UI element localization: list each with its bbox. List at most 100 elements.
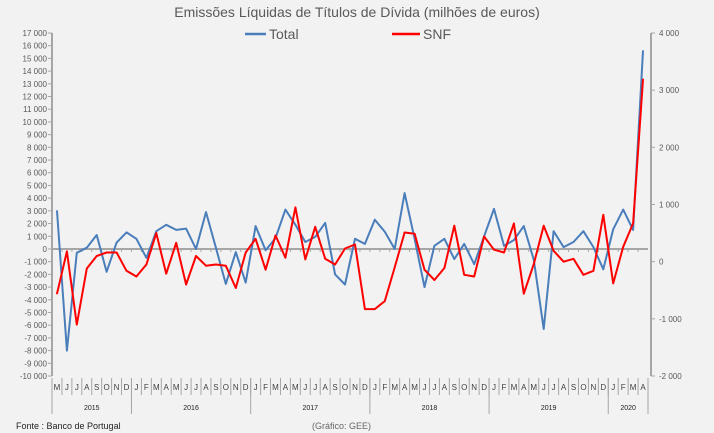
- month-label: O: [580, 383, 586, 392]
- right-tick-label: 2 000: [659, 143, 680, 152]
- data-point-total: [175, 229, 177, 231]
- chart-title: Emissões Líquidas de Títulos de Dívida (…: [174, 4, 539, 20]
- month-label: N: [471, 383, 477, 392]
- data-point-snf: [602, 213, 605, 216]
- data-point-snf: [145, 263, 148, 266]
- month-label: M: [530, 383, 537, 392]
- source-note: Fonte : Banco de Portugal: [16, 421, 121, 431]
- month-label: M: [272, 383, 279, 392]
- left-tick-label: 6 000: [27, 169, 48, 178]
- data-point-total: [304, 241, 307, 243]
- left-tick-label: 12 000: [23, 93, 48, 102]
- data-point-snf: [205, 264, 207, 267]
- data-point-snf: [105, 251, 108, 254]
- data-point-snf: [622, 246, 624, 248]
- month-label: F: [502, 383, 507, 392]
- left-tick-label: 14 000: [23, 67, 48, 76]
- year-label: 2017: [302, 405, 318, 412]
- data-point-snf: [503, 251, 505, 254]
- month-label: S: [213, 383, 218, 392]
- month-label: O: [342, 383, 348, 392]
- month-label: D: [124, 383, 130, 392]
- month-label: A: [561, 383, 567, 392]
- data-point-total: [383, 231, 386, 233]
- data-point-snf: [403, 231, 406, 234]
- data-point-total: [453, 258, 456, 260]
- right-tick-label: 1 000: [659, 201, 680, 210]
- data-point-snf: [284, 256, 287, 259]
- data-point-snf: [76, 323, 78, 326]
- data-point-total: [602, 268, 605, 271]
- data-point-total: [513, 239, 515, 241]
- data-point-snf: [562, 260, 565, 263]
- left-tick-label: 4 000: [27, 194, 48, 203]
- data-point-total: [493, 208, 495, 210]
- data-point-total: [284, 208, 287, 211]
- month-label: N: [233, 383, 239, 392]
- month-label: F: [144, 383, 149, 392]
- month-label: O: [223, 383, 229, 392]
- left-tick-label: -10 000: [20, 372, 48, 381]
- data-point-total: [205, 211, 207, 213]
- data-point-snf: [383, 300, 386, 302]
- data-point-snf: [642, 78, 644, 81]
- data-point-total: [334, 273, 336, 276]
- data-point-total: [592, 246, 595, 248]
- data-point-snf: [532, 263, 535, 265]
- month-label: M: [173, 383, 180, 392]
- month-label: M: [630, 383, 637, 392]
- left-tick-label: 7 000: [27, 156, 48, 165]
- month-label: N: [114, 383, 120, 392]
- month-label: J: [254, 383, 258, 392]
- month-label: F: [263, 383, 268, 392]
- data-point-total: [135, 238, 138, 240]
- month-label: J: [542, 383, 546, 392]
- data-point-total: [254, 225, 257, 227]
- right-tick-label: 3 000: [659, 86, 680, 95]
- left-tick-label: -3 000: [24, 283, 47, 292]
- left-tick-label: 5 000: [27, 181, 48, 190]
- year-label: 2016: [183, 405, 199, 412]
- month-label: F: [621, 383, 626, 392]
- series-line-snf: [56, 79, 644, 326]
- data-point-snf: [165, 272, 168, 275]
- data-point-total: [185, 227, 187, 230]
- month-label: D: [362, 383, 368, 392]
- data-point-total: [85, 246, 88, 249]
- data-point-total: [473, 263, 475, 266]
- data-point-snf: [433, 279, 436, 281]
- data-point-total: [76, 251, 78, 254]
- data-point-snf: [264, 268, 267, 271]
- month-label: A: [442, 383, 448, 392]
- year-label: 2015: [84, 405, 100, 412]
- month-label: J: [75, 383, 79, 392]
- data-point-snf: [304, 258, 307, 261]
- data-point-total: [582, 230, 585, 232]
- month-label: M: [54, 383, 61, 392]
- legend-label-snf: SNF: [423, 26, 451, 42]
- data-point-snf: [185, 283, 187, 286]
- data-point-snf: [244, 251, 247, 254]
- month-label: N: [590, 383, 596, 392]
- right-tick-label: -1 000: [659, 315, 682, 324]
- data-point-snf: [115, 251, 118, 254]
- data-point-total: [115, 241, 118, 244]
- data-point-snf: [274, 234, 277, 237]
- month-label: J: [134, 383, 138, 392]
- data-point-snf: [324, 258, 326, 260]
- month-label: M: [153, 383, 160, 392]
- month-label: A: [322, 383, 328, 392]
- data-point-total: [542, 328, 545, 330]
- data-point-total: [632, 229, 634, 231]
- data-point-snf: [155, 232, 158, 234]
- data-point-total: [225, 283, 227, 285]
- left-tick-label: -8 000: [24, 347, 47, 356]
- data-point-snf: [234, 287, 237, 289]
- data-point-total: [423, 286, 426, 288]
- month-label: D: [481, 383, 487, 392]
- month-label: J: [492, 383, 496, 392]
- data-point-total: [125, 231, 128, 234]
- data-point-snf: [56, 292, 58, 295]
